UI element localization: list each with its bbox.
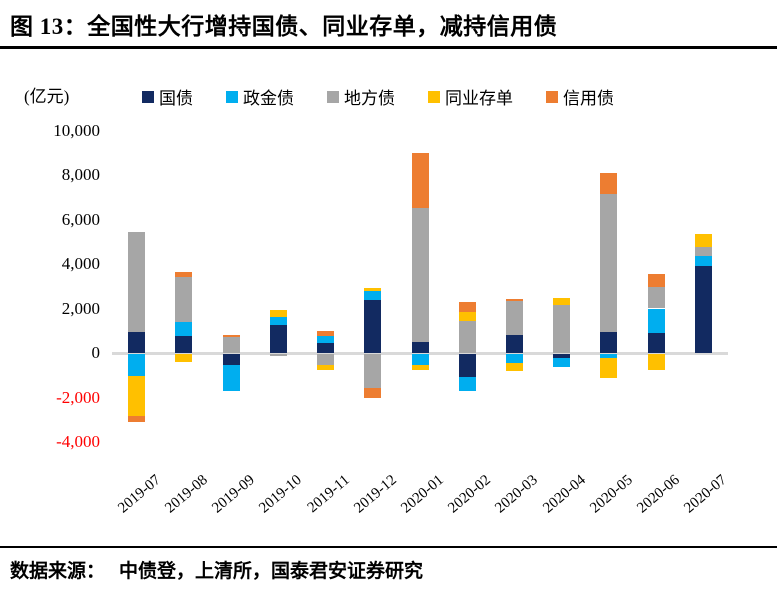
bar-segment-2020-06-信用债 — [647, 274, 665, 288]
bar-segment-2019-11-地方债 — [317, 354, 335, 366]
bar-segment-2020-06-政金债 — [647, 308, 665, 334]
bar-segment-2019-09-地方债 — [222, 337, 240, 353]
bar-segment-2019-10-地方债 — [269, 354, 287, 357]
bar-segment-2020-01-国债 — [411, 341, 429, 353]
bar-segment-2020-04-政金债 — [553, 358, 571, 368]
y-axis-tick-label: 2,000 — [61, 298, 100, 318]
y-axis-tick-label: 6,000 — [61, 209, 100, 229]
bar-segment-2019-10-同业存单 — [269, 309, 287, 318]
legend-item-4: 信用债 — [546, 84, 614, 109]
bar-segment-2019-11-政金债 — [317, 335, 335, 343]
bar-segment-2020-06-国债 — [647, 333, 665, 353]
legend-label: 地方债 — [344, 89, 395, 108]
bar-segment-2019-12-政金债 — [364, 290, 382, 300]
legend-item-3: 同业存单 — [428, 84, 513, 109]
y-axis-tick-label: -2,000 — [56, 387, 100, 407]
bar-segment-2020-04-地方债 — [553, 304, 571, 353]
bar-segment-2019-07-同业存单 — [128, 376, 146, 417]
legend-label: 信用债 — [563, 89, 614, 108]
title-divider-rule — [0, 46, 777, 49]
bar-segment-2019-11-同业存单 — [317, 365, 335, 371]
y-axis-tick-label: 8,000 — [61, 165, 100, 184]
bar-segment-2020-03-同业存单 — [505, 362, 523, 371]
legend-label: 国债 — [159, 89, 193, 108]
legend-swatch-icon — [546, 90, 558, 103]
bar-segment-2019-09-信用债 — [222, 334, 240, 338]
legend-label: 同业存单 — [445, 89, 513, 108]
bar-segment-2019-12-地方债 — [364, 354, 382, 389]
bar-segment-2020-05-国债 — [600, 331, 618, 353]
legend-item-0: 国债 — [142, 84, 193, 109]
bar-segment-2020-07-国债 — [694, 266, 712, 353]
y-axis-unit-label: (亿元) — [24, 87, 70, 106]
bar-segment-2019-12-国债 — [364, 299, 382, 353]
bar-segment-2020-01-政金债 — [411, 354, 429, 366]
bar-segment-2019-07-国债 — [128, 331, 146, 353]
bar-segment-2020-07-同业存单 — [694, 233, 712, 248]
zero-axis-line — [112, 352, 728, 355]
bar-segment-2020-03-国债 — [505, 335, 523, 353]
legend-item-1: 政金债 — [226, 84, 294, 109]
bar-segment-2020-03-政金债 — [505, 354, 523, 363]
y-axis-tick-label: 4,000 — [61, 254, 100, 273]
bar-segment-2019-11-国债 — [317, 342, 335, 353]
bar-segment-2020-04-同业存单 — [553, 297, 571, 305]
bar-segment-2020-06-地方债 — [647, 287, 665, 309]
y-axis-tick-label: 10,000 — [53, 120, 100, 140]
bar-segment-2019-08-信用债 — [175, 271, 193, 278]
bar-segment-2019-08-政金债 — [175, 321, 193, 337]
bar-segment-2020-05-同业存单 — [600, 357, 618, 378]
bar-segment-2020-05-地方债 — [600, 194, 618, 332]
legend-swatch-icon — [226, 90, 238, 103]
bar-segment-2020-02-政金债 — [458, 377, 476, 391]
legend-label: 政金债 — [243, 89, 294, 108]
bar-segment-2020-02-国债 — [458, 354, 476, 378]
footer-divider-rule — [0, 546, 777, 548]
data-source-body: 中债登，上清所，国泰君安证券研究 — [119, 561, 424, 582]
bar-segment-2020-05-政金债 — [600, 354, 618, 358]
bar-segment-2019-10-政金债 — [269, 317, 287, 325]
chart-legend: 国债 政金债 地方债 同业存单 信用债 — [142, 84, 614, 109]
bar-segment-2019-08-地方债 — [175, 277, 193, 322]
bar-segment-2020-01-同业存单 — [411, 365, 429, 370]
y-axis-tick-label: 0 — [91, 343, 101, 362]
figure-title: 图 13：全国性大行增持国债、同业存单，减持信用债 — [10, 14, 558, 39]
bar-segment-2020-04-国债 — [553, 354, 571, 359]
bar-segment-2020-06-同业存单 — [647, 354, 665, 371]
bar-segment-2020-05-信用债 — [600, 173, 618, 195]
bar-segment-2019-09-政金债 — [222, 365, 240, 391]
bar-segment-2019-07-政金债 — [128, 354, 146, 377]
bar-segment-2019-12-信用债 — [364, 388, 382, 399]
data-source-label: 数据来源： — [10, 561, 106, 582]
bar-segment-2020-02-同业存单 — [458, 311, 476, 321]
bar-segment-2019-07-信用债 — [128, 416, 146, 422]
bar-segment-2020-03-地方债 — [505, 300, 523, 336]
bar-segment-2019-08-国债 — [175, 336, 193, 353]
bar-segment-2020-02-地方债 — [458, 320, 476, 353]
data-source-note: 数据来源： 中债登，上清所，国泰君安证券研究 — [10, 556, 423, 583]
legend-item-2: 地方债 — [327, 84, 395, 109]
legend-swatch-icon — [142, 90, 154, 103]
bar-segment-2020-02-信用债 — [458, 302, 476, 312]
bar-segment-2020-03-信用债 — [505, 298, 523, 301]
bar-segment-2019-11-信用债 — [317, 331, 335, 336]
bar-segment-2019-08-同业存单 — [175, 354, 193, 362]
legend-swatch-icon — [327, 90, 339, 103]
bar-segment-2019-07-地方债 — [128, 231, 146, 332]
legend-swatch-icon — [428, 90, 440, 103]
y-axis-tick-label: -4,000 — [56, 432, 100, 451]
bar-segment-2020-07-政金债 — [694, 255, 712, 267]
bar-segment-2019-10-国债 — [269, 324, 287, 353]
bar-segment-2020-01-信用债 — [411, 152, 429, 209]
bar-segment-2019-09-国债 — [222, 354, 240, 366]
bar-segment-2019-12-同业存单 — [364, 288, 382, 291]
bar-segment-2020-01-地方债 — [411, 208, 429, 342]
bar-segment-2020-07-地方债 — [694, 247, 712, 256]
